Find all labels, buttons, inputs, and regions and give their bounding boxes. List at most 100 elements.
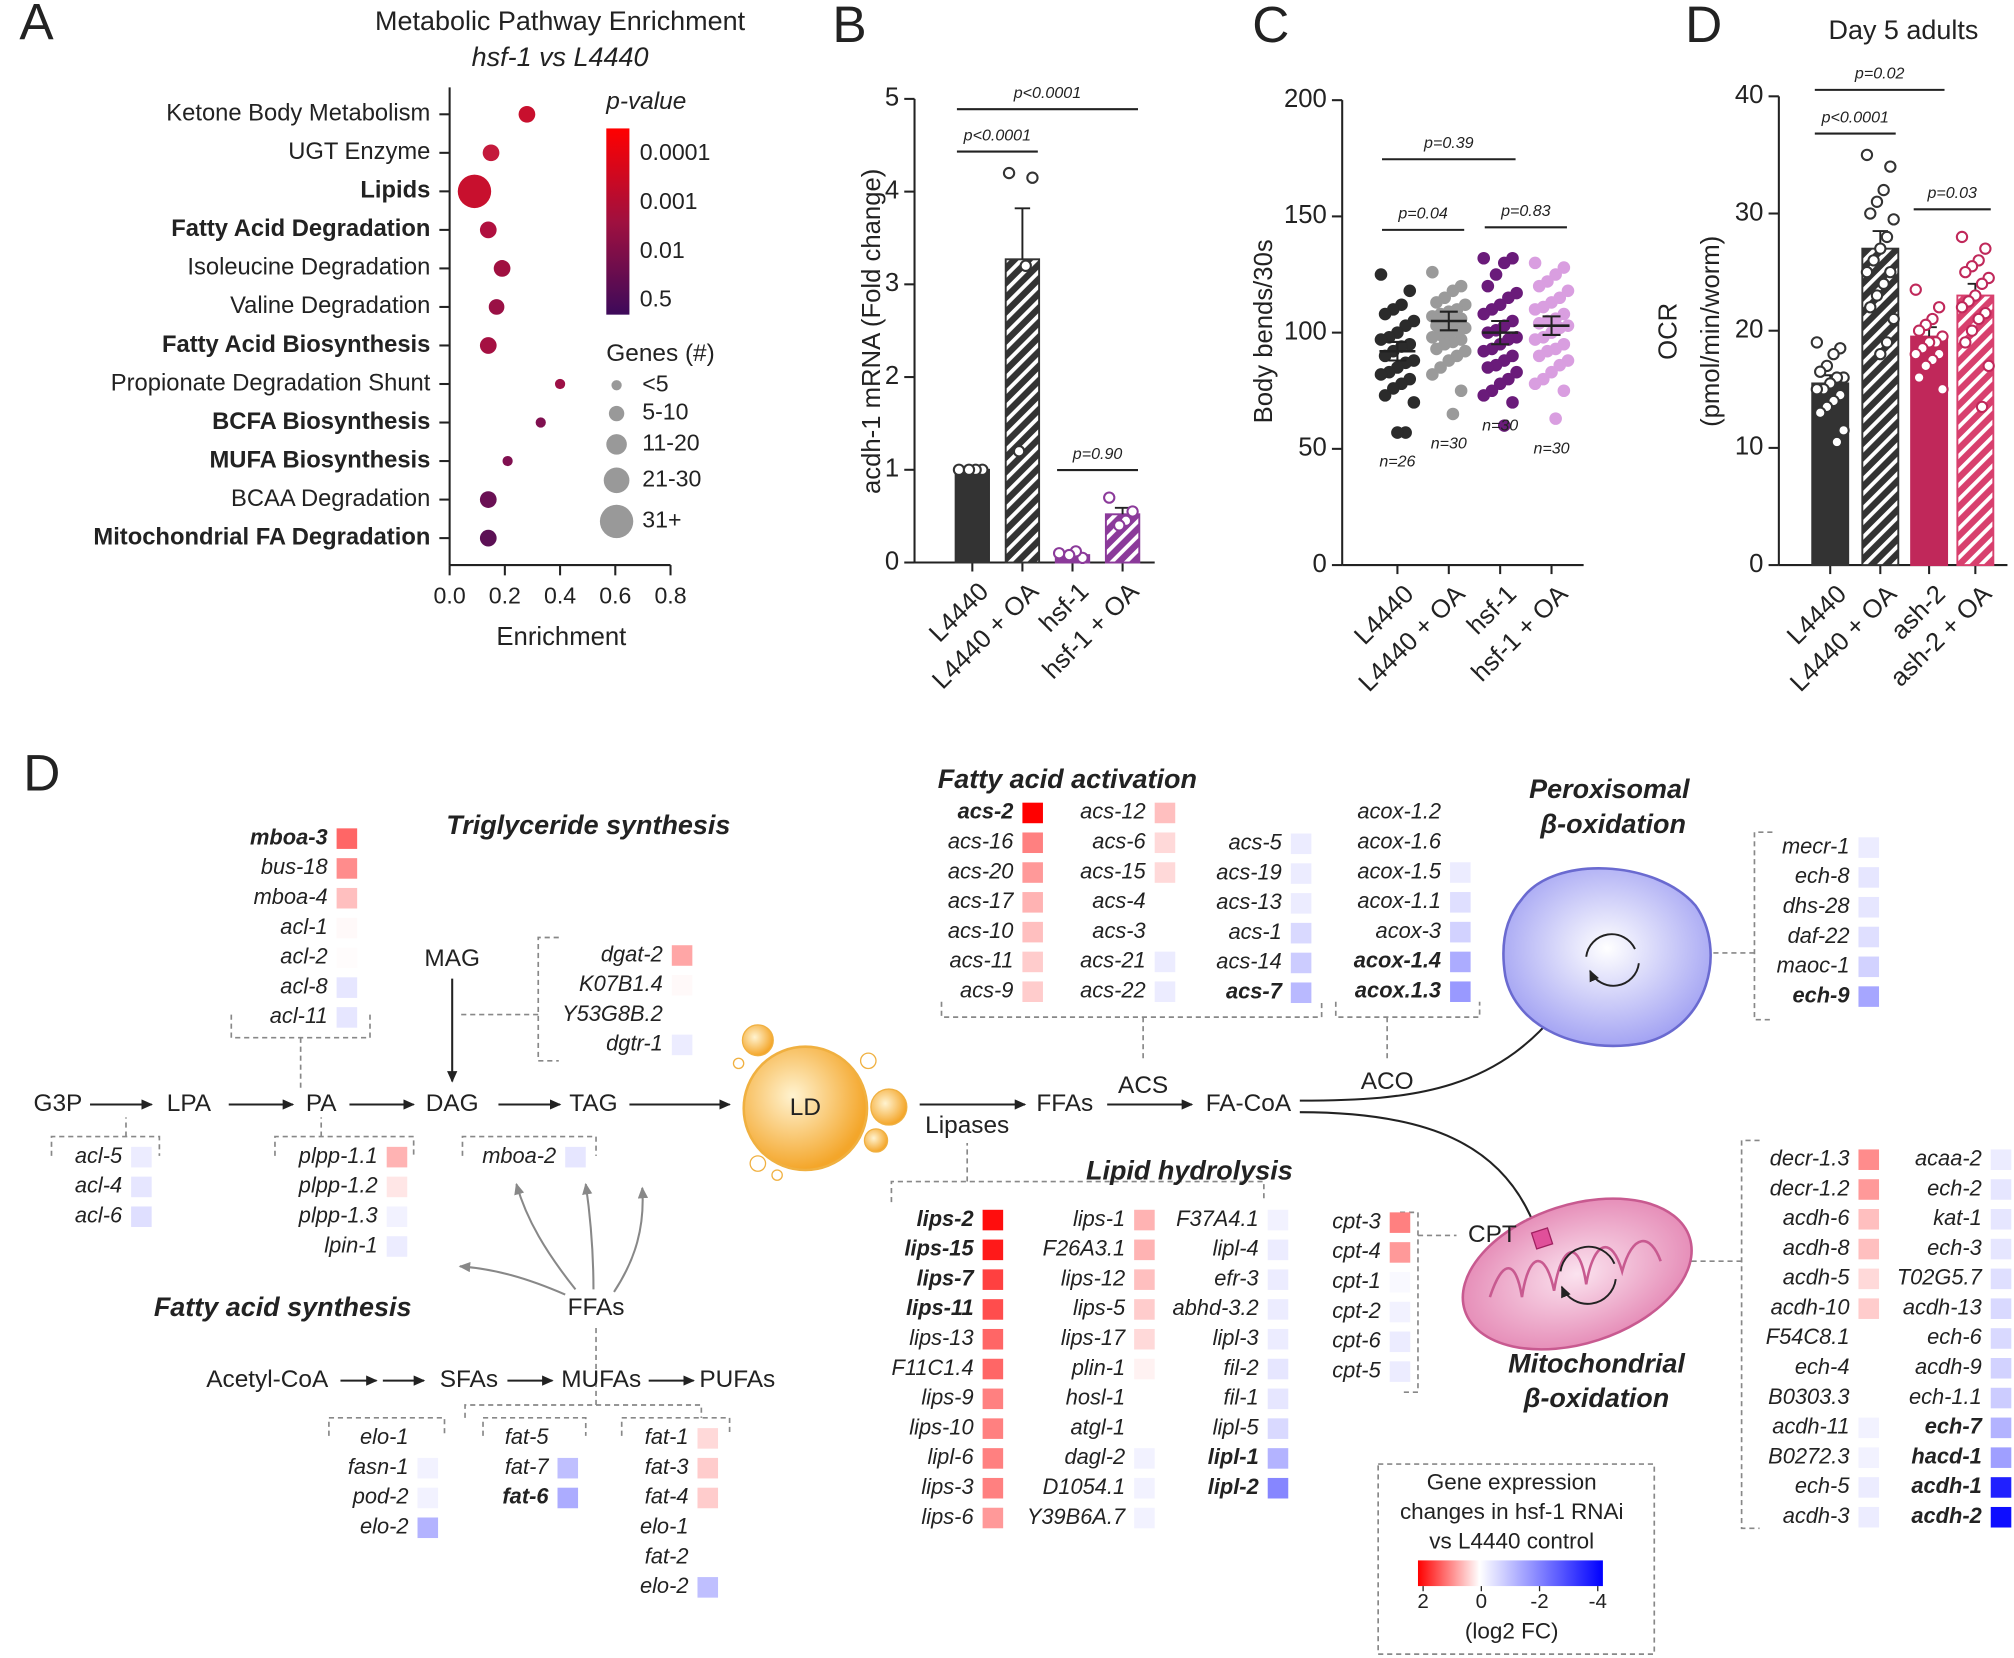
gene-name: fil-2 xyxy=(1224,1355,1259,1380)
data-point xyxy=(1477,251,1491,265)
gene-name: abhd-3.2 xyxy=(1173,1295,1259,1320)
gene-name: lips-17 xyxy=(1061,1325,1126,1350)
x-tick-label: 0.0 xyxy=(434,582,466,608)
data-point xyxy=(1955,301,1969,314)
gene-name: ech-1.1 xyxy=(1909,1384,1982,1409)
data-point xyxy=(1860,265,1874,279)
data-point xyxy=(1870,289,1884,302)
dot xyxy=(482,144,500,162)
bar xyxy=(1004,258,1041,564)
data-point xyxy=(1442,354,1456,367)
heatmap-cell xyxy=(1450,921,1471,943)
heatmap-cell xyxy=(1022,892,1043,913)
gene-name: acs-5 xyxy=(1228,830,1282,855)
data-point xyxy=(1477,307,1491,321)
data-point xyxy=(1103,491,1116,504)
y-tick-label: Valine Degradation xyxy=(230,292,430,319)
data-point xyxy=(1481,361,1495,374)
gene-name: acs-9 xyxy=(960,977,1013,1002)
gene-name: acdh-3 xyxy=(1783,1503,1850,1528)
gene-name: acs-4 xyxy=(1092,888,1145,913)
y-tick-label: UGT Enzyme xyxy=(288,138,430,165)
data-point xyxy=(1867,254,1880,267)
heatmap-cell xyxy=(671,1004,693,1026)
heatmap-cell xyxy=(1134,1388,1155,1410)
data-point xyxy=(1126,505,1139,518)
heatmap-cell xyxy=(697,1428,719,1449)
gene-name: cpt-4 xyxy=(1332,1238,1381,1263)
gene-name: ech-2 xyxy=(1927,1175,1982,1200)
heatmap-cell xyxy=(1990,1179,2012,1200)
heatmap-cell xyxy=(1134,1477,1155,1499)
gene-name: elo-2 xyxy=(360,1514,409,1539)
gene-name: plin-1 xyxy=(1071,1355,1125,1380)
data-point xyxy=(1545,365,1558,379)
gene-name: lipl-3 xyxy=(1213,1325,1259,1350)
gene-name: lips-11 xyxy=(906,1295,974,1320)
data-point xyxy=(1557,384,1571,398)
pathway-node: ACS xyxy=(1118,1072,1168,1099)
data-point xyxy=(1497,419,1511,432)
heatmap-cell xyxy=(1858,986,1880,1007)
gene-name: ech-4 xyxy=(1795,1354,1850,1379)
heatmap-cell xyxy=(1990,1268,2012,1290)
gene-name: D1054.1 xyxy=(1043,1474,1126,1499)
heatmap-cell xyxy=(1389,1212,1411,1233)
heatmap-cell xyxy=(1154,862,1176,883)
gene-name: lips-13 xyxy=(909,1325,973,1350)
y-tick-label: Propionate Degradation Shunt xyxy=(111,369,431,396)
n-label: n=30 xyxy=(1431,435,1467,453)
annotation: p=0.02 xyxy=(1854,65,1905,83)
legend-label: 21-30 xyxy=(642,465,701,491)
y-tick-label: Isoleucine Degradation xyxy=(187,254,430,281)
data-point xyxy=(1877,183,1890,197)
legend-title: vs L4440 control xyxy=(1429,1528,1594,1553)
data-point xyxy=(952,463,966,476)
data-point xyxy=(1407,396,1421,409)
gene-name: lips-2 xyxy=(917,1206,974,1231)
gene-name: acdh-9 xyxy=(1915,1354,1982,1379)
heading: Lipid hydrolysis xyxy=(1086,1156,1293,1186)
heatmap-cell xyxy=(1990,1149,2012,1170)
panel-label: A xyxy=(19,0,54,50)
y-tick-label: 1 xyxy=(885,455,899,483)
heatmap-cell xyxy=(1134,1448,1155,1469)
heatmap-cell xyxy=(1990,1477,2012,1498)
y-axis-label: acdh-1 mRNA (Fold change) xyxy=(858,169,886,494)
bar xyxy=(1861,247,1900,567)
gene-name: acox-1.6 xyxy=(1357,829,1442,854)
data-point xyxy=(1426,368,1439,381)
y-tick-label: 150 xyxy=(1284,201,1327,229)
gene-name: acs-15 xyxy=(1080,858,1146,883)
gene-name: F11C1.4 xyxy=(891,1355,973,1380)
gene-name: acdh-5 xyxy=(1783,1265,1851,1290)
y-axis-label: Body bends/30s xyxy=(1250,239,1278,423)
heatmap-cell xyxy=(1858,1506,1880,1528)
heatmap-cell xyxy=(1134,1507,1155,1529)
heatmap-cell xyxy=(1858,1149,1880,1170)
x-tick-label: 0.2 xyxy=(489,582,521,608)
heatmap-cell xyxy=(1022,981,1043,1002)
legend-title: changes in hsf-1 RNAi xyxy=(1400,1499,1624,1524)
x-tick-label: 0.4 xyxy=(544,582,576,608)
heatmap-cell xyxy=(1990,1387,2012,1409)
dot xyxy=(493,260,511,277)
pathway-node: LPA xyxy=(167,1090,212,1117)
y-tick-label: 2 xyxy=(885,362,899,390)
error-bar xyxy=(1542,315,1561,336)
gene-name: plpp-1.2 xyxy=(298,1173,378,1198)
heatmap-cell xyxy=(1267,1299,1289,1320)
dot xyxy=(488,299,505,315)
gene-name: lipl-1 xyxy=(1208,1444,1259,1469)
gene-name: dgat-2 xyxy=(601,941,663,966)
data-point xyxy=(1880,336,1894,349)
heatmap-cell xyxy=(557,1487,579,1509)
data-point xyxy=(1810,336,1824,349)
data-point xyxy=(1052,547,1066,560)
heatmap-cell xyxy=(1990,1357,2012,1379)
data-point xyxy=(1528,333,1542,346)
heatmap-cell xyxy=(1290,982,1312,1004)
data-point xyxy=(1880,230,1894,244)
data-point xyxy=(1870,195,1884,208)
